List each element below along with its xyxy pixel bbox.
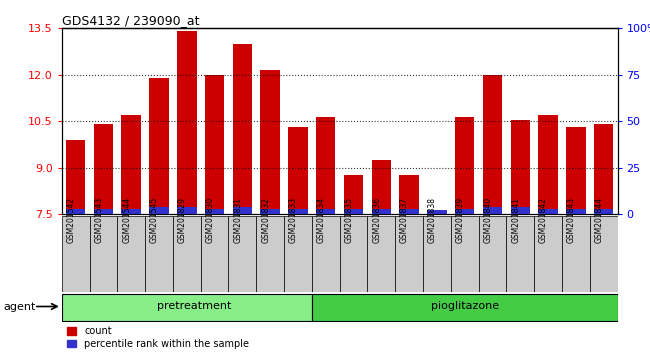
Text: agent: agent — [3, 302, 36, 312]
Text: GSM201834: GSM201834 — [317, 197, 326, 243]
Bar — [66, 140, 85, 214]
Bar — [395, 216, 423, 292]
Bar — [590, 216, 618, 292]
Text: GSM201833: GSM201833 — [289, 197, 298, 243]
Bar — [173, 216, 201, 292]
Bar — [122, 115, 141, 214]
Text: GSM201829: GSM201829 — [178, 197, 187, 243]
Bar — [538, 209, 558, 214]
Bar — [367, 216, 395, 292]
Bar — [344, 209, 363, 214]
Text: GDS4132 / 239090_at: GDS4132 / 239090_at — [62, 14, 200, 27]
Text: pretreatment: pretreatment — [157, 302, 231, 312]
Text: GSM201542: GSM201542 — [67, 197, 75, 243]
Bar — [90, 216, 117, 292]
Bar — [372, 160, 391, 214]
Bar — [566, 209, 586, 214]
Bar — [94, 124, 113, 214]
Bar — [62, 293, 312, 321]
Bar — [233, 44, 252, 214]
Bar — [145, 216, 173, 292]
Bar — [427, 211, 447, 214]
Text: GSM201832: GSM201832 — [261, 197, 270, 243]
Bar — [256, 216, 284, 292]
Bar — [455, 209, 474, 214]
Bar — [399, 176, 419, 214]
Bar — [201, 216, 229, 292]
Bar — [510, 207, 530, 214]
Bar — [538, 115, 558, 214]
Text: GSM201545: GSM201545 — [150, 196, 159, 243]
Bar — [423, 216, 451, 292]
Bar — [229, 216, 256, 292]
Bar — [478, 216, 506, 292]
Text: GSM201543: GSM201543 — [94, 196, 103, 243]
Text: GSM201837: GSM201837 — [400, 197, 409, 243]
Bar — [261, 70, 280, 214]
Bar — [594, 124, 614, 214]
Text: GSM201843: GSM201843 — [567, 197, 576, 243]
Bar — [288, 127, 307, 214]
Bar — [455, 116, 474, 214]
Text: GSM201844: GSM201844 — [595, 197, 604, 243]
Text: GSM201831: GSM201831 — [233, 197, 242, 243]
Bar — [566, 127, 586, 214]
Bar — [316, 209, 335, 214]
Text: GSM201835: GSM201835 — [344, 197, 354, 243]
Bar — [534, 216, 562, 292]
Bar — [150, 207, 169, 214]
Bar — [312, 216, 340, 292]
Bar — [594, 209, 614, 214]
Bar — [372, 209, 391, 214]
Bar — [562, 216, 590, 292]
Bar — [316, 116, 335, 214]
Bar — [451, 216, 478, 292]
Bar — [150, 78, 169, 214]
Text: GSM201544: GSM201544 — [122, 196, 131, 243]
Text: GSM201841: GSM201841 — [512, 197, 520, 243]
Text: GSM201830: GSM201830 — [205, 197, 214, 243]
Bar — [399, 209, 419, 214]
Bar — [261, 209, 280, 214]
Bar — [483, 75, 502, 214]
Bar — [510, 120, 530, 214]
Bar — [177, 207, 196, 214]
Text: GSM201839: GSM201839 — [456, 197, 465, 243]
Bar — [344, 176, 363, 214]
Bar — [205, 75, 224, 214]
Bar — [312, 293, 618, 321]
Bar — [94, 209, 113, 214]
Bar — [233, 207, 252, 214]
Text: GSM201842: GSM201842 — [539, 197, 548, 243]
Text: GSM201836: GSM201836 — [372, 197, 382, 243]
Bar — [177, 32, 196, 214]
Bar — [66, 209, 85, 214]
Text: GSM201840: GSM201840 — [484, 197, 493, 243]
Bar — [117, 216, 145, 292]
Bar — [427, 210, 447, 214]
Bar — [339, 216, 367, 292]
Bar — [122, 209, 141, 214]
Bar — [284, 216, 312, 292]
Legend: count, percentile rank within the sample: count, percentile rank within the sample — [66, 326, 249, 349]
Bar — [288, 209, 307, 214]
Text: GSM201838: GSM201838 — [428, 197, 437, 243]
Text: pioglitazone: pioglitazone — [430, 302, 499, 312]
Bar — [506, 216, 534, 292]
Bar — [483, 207, 502, 214]
Bar — [62, 216, 90, 292]
Bar — [205, 209, 224, 214]
